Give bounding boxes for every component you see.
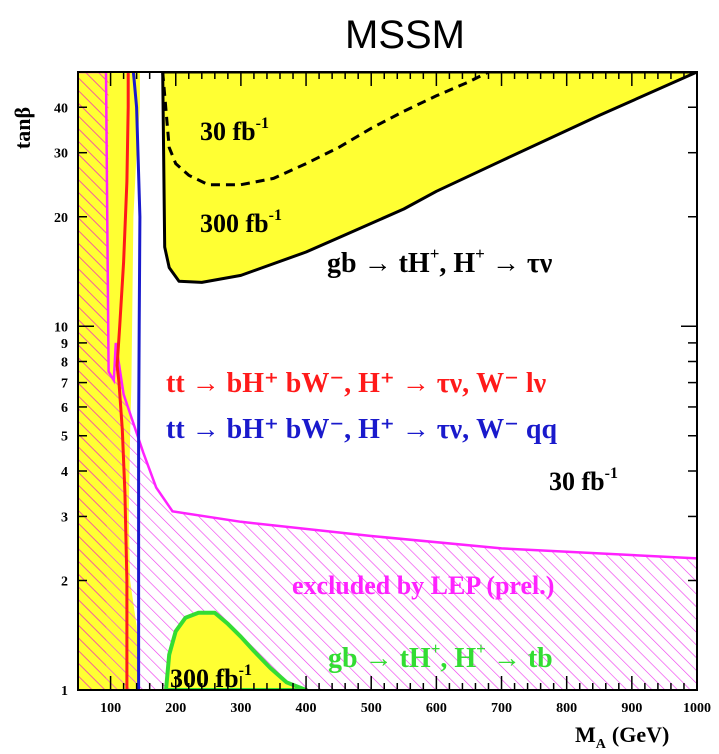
annotation: tt → bH⁺ bW⁻, H⁺ → τν, W⁻ lν <box>166 368 547 399</box>
y-tick-label: 3 <box>61 510 68 525</box>
annotation: tt → bH⁺ bW⁻, H⁺ → τν, W⁻ qq <box>166 414 557 445</box>
y-tick-label: 1 <box>61 684 68 699</box>
annotation: 30 fb-1 <box>549 465 618 496</box>
annotation-superscript: + <box>476 639 486 658</box>
x-axis-label: MA (GeV) <box>575 722 669 752</box>
y-tick-label: 7 <box>61 377 68 392</box>
y-tick-label: 30 <box>54 147 68 162</box>
plot-regions <box>78 72 697 690</box>
y-tick-label: 20 <box>54 211 68 226</box>
y-tick-label: 9 <box>61 337 68 352</box>
annotation-superscript: + <box>430 244 440 263</box>
x-tick-label: 800 <box>556 701 577 716</box>
y-tick-label: 6 <box>61 401 68 416</box>
x-tick-label: 900 <box>621 701 642 716</box>
lep-excluded-hatch <box>78 72 697 690</box>
annotation-text: 30 fb <box>200 117 256 146</box>
y-tick-label: 4 <box>61 465 68 480</box>
x-tick-label: 400 <box>296 701 317 716</box>
annotation-text: , H <box>440 643 476 674</box>
y-axis: 1 2 3 4 5 6 7 8 9 10 20 30 40 <box>54 71 697 699</box>
chart-title: MSSM <box>345 13 465 57</box>
y-axis-label: tanβ <box>10 107 35 149</box>
annotation-text: excluded by LEP (prel.) <box>292 571 554 600</box>
annotation-text: tt → bH⁺ bW⁻, H⁺ → τν, W⁻ qq <box>166 414 557 445</box>
gb-tb-300-region <box>164 610 309 690</box>
tt-lnu-contour <box>115 72 130 690</box>
annotation: 30 fb-1 <box>200 115 269 146</box>
y-tick-label: 10 <box>54 320 68 335</box>
annotation-superscript: + <box>431 639 441 658</box>
annotation-superscript: + <box>475 244 485 263</box>
gb-tH-30-contour <box>161 72 490 187</box>
annotation-text: gb → tH <box>328 643 431 674</box>
y-tick-label: 8 <box>61 356 68 371</box>
annotation-superscript: -1 <box>605 465 618 482</box>
x-axis: 100 200 300 400 500 600 700 800 900 1000 <box>100 72 711 716</box>
y-tick-label: 5 <box>61 430 68 445</box>
tt-qq-contour <box>131 72 142 690</box>
x-tick-label: 100 <box>100 701 121 716</box>
annotation: excluded by LEP (prel.) <box>292 571 554 600</box>
annotation-superscript: -1 <box>239 662 252 679</box>
x-axis-label-sub: A <box>596 737 607 752</box>
gb-tH-300-region <box>161 72 697 284</box>
y-tick-label: 2 <box>61 575 68 590</box>
annotation: gb → tH+, H+ → tb <box>328 639 553 674</box>
x-tick-label: 700 <box>491 701 512 716</box>
annotation-text: → tb <box>486 643 553 674</box>
x-tick-label: 1000 <box>683 701 711 716</box>
x-tick-label: 500 <box>361 701 382 716</box>
annotation-text: gb → tH <box>327 248 430 279</box>
annotation-text: 30 fb <box>549 467 605 496</box>
x-axis-label-main: M <box>575 722 596 747</box>
annotation-superscript: -1 <box>269 207 282 224</box>
annotation: gb → tH+, H+ → τν <box>327 244 553 279</box>
x-tick-label: 200 <box>165 701 186 716</box>
x-tick-label: 600 <box>426 701 447 716</box>
annotation-text: tt → bH⁺ bW⁻, H⁺ → τν, W⁻ lν <box>166 368 547 399</box>
x-axis-label-unit: (GeV) <box>612 722 669 747</box>
annotation: 300 fb-1 <box>200 207 282 238</box>
x-tick-label: 300 <box>230 701 251 716</box>
annotation-text: → τν <box>485 248 553 279</box>
plot-frame <box>77 71 698 691</box>
lep-excluded-boundary <box>78 72 697 560</box>
annotation-text: 300 fb <box>200 209 269 238</box>
annotation-superscript: -1 <box>256 115 269 132</box>
annotation-text: , H <box>439 248 475 279</box>
y-tick-label: 40 <box>54 101 68 116</box>
